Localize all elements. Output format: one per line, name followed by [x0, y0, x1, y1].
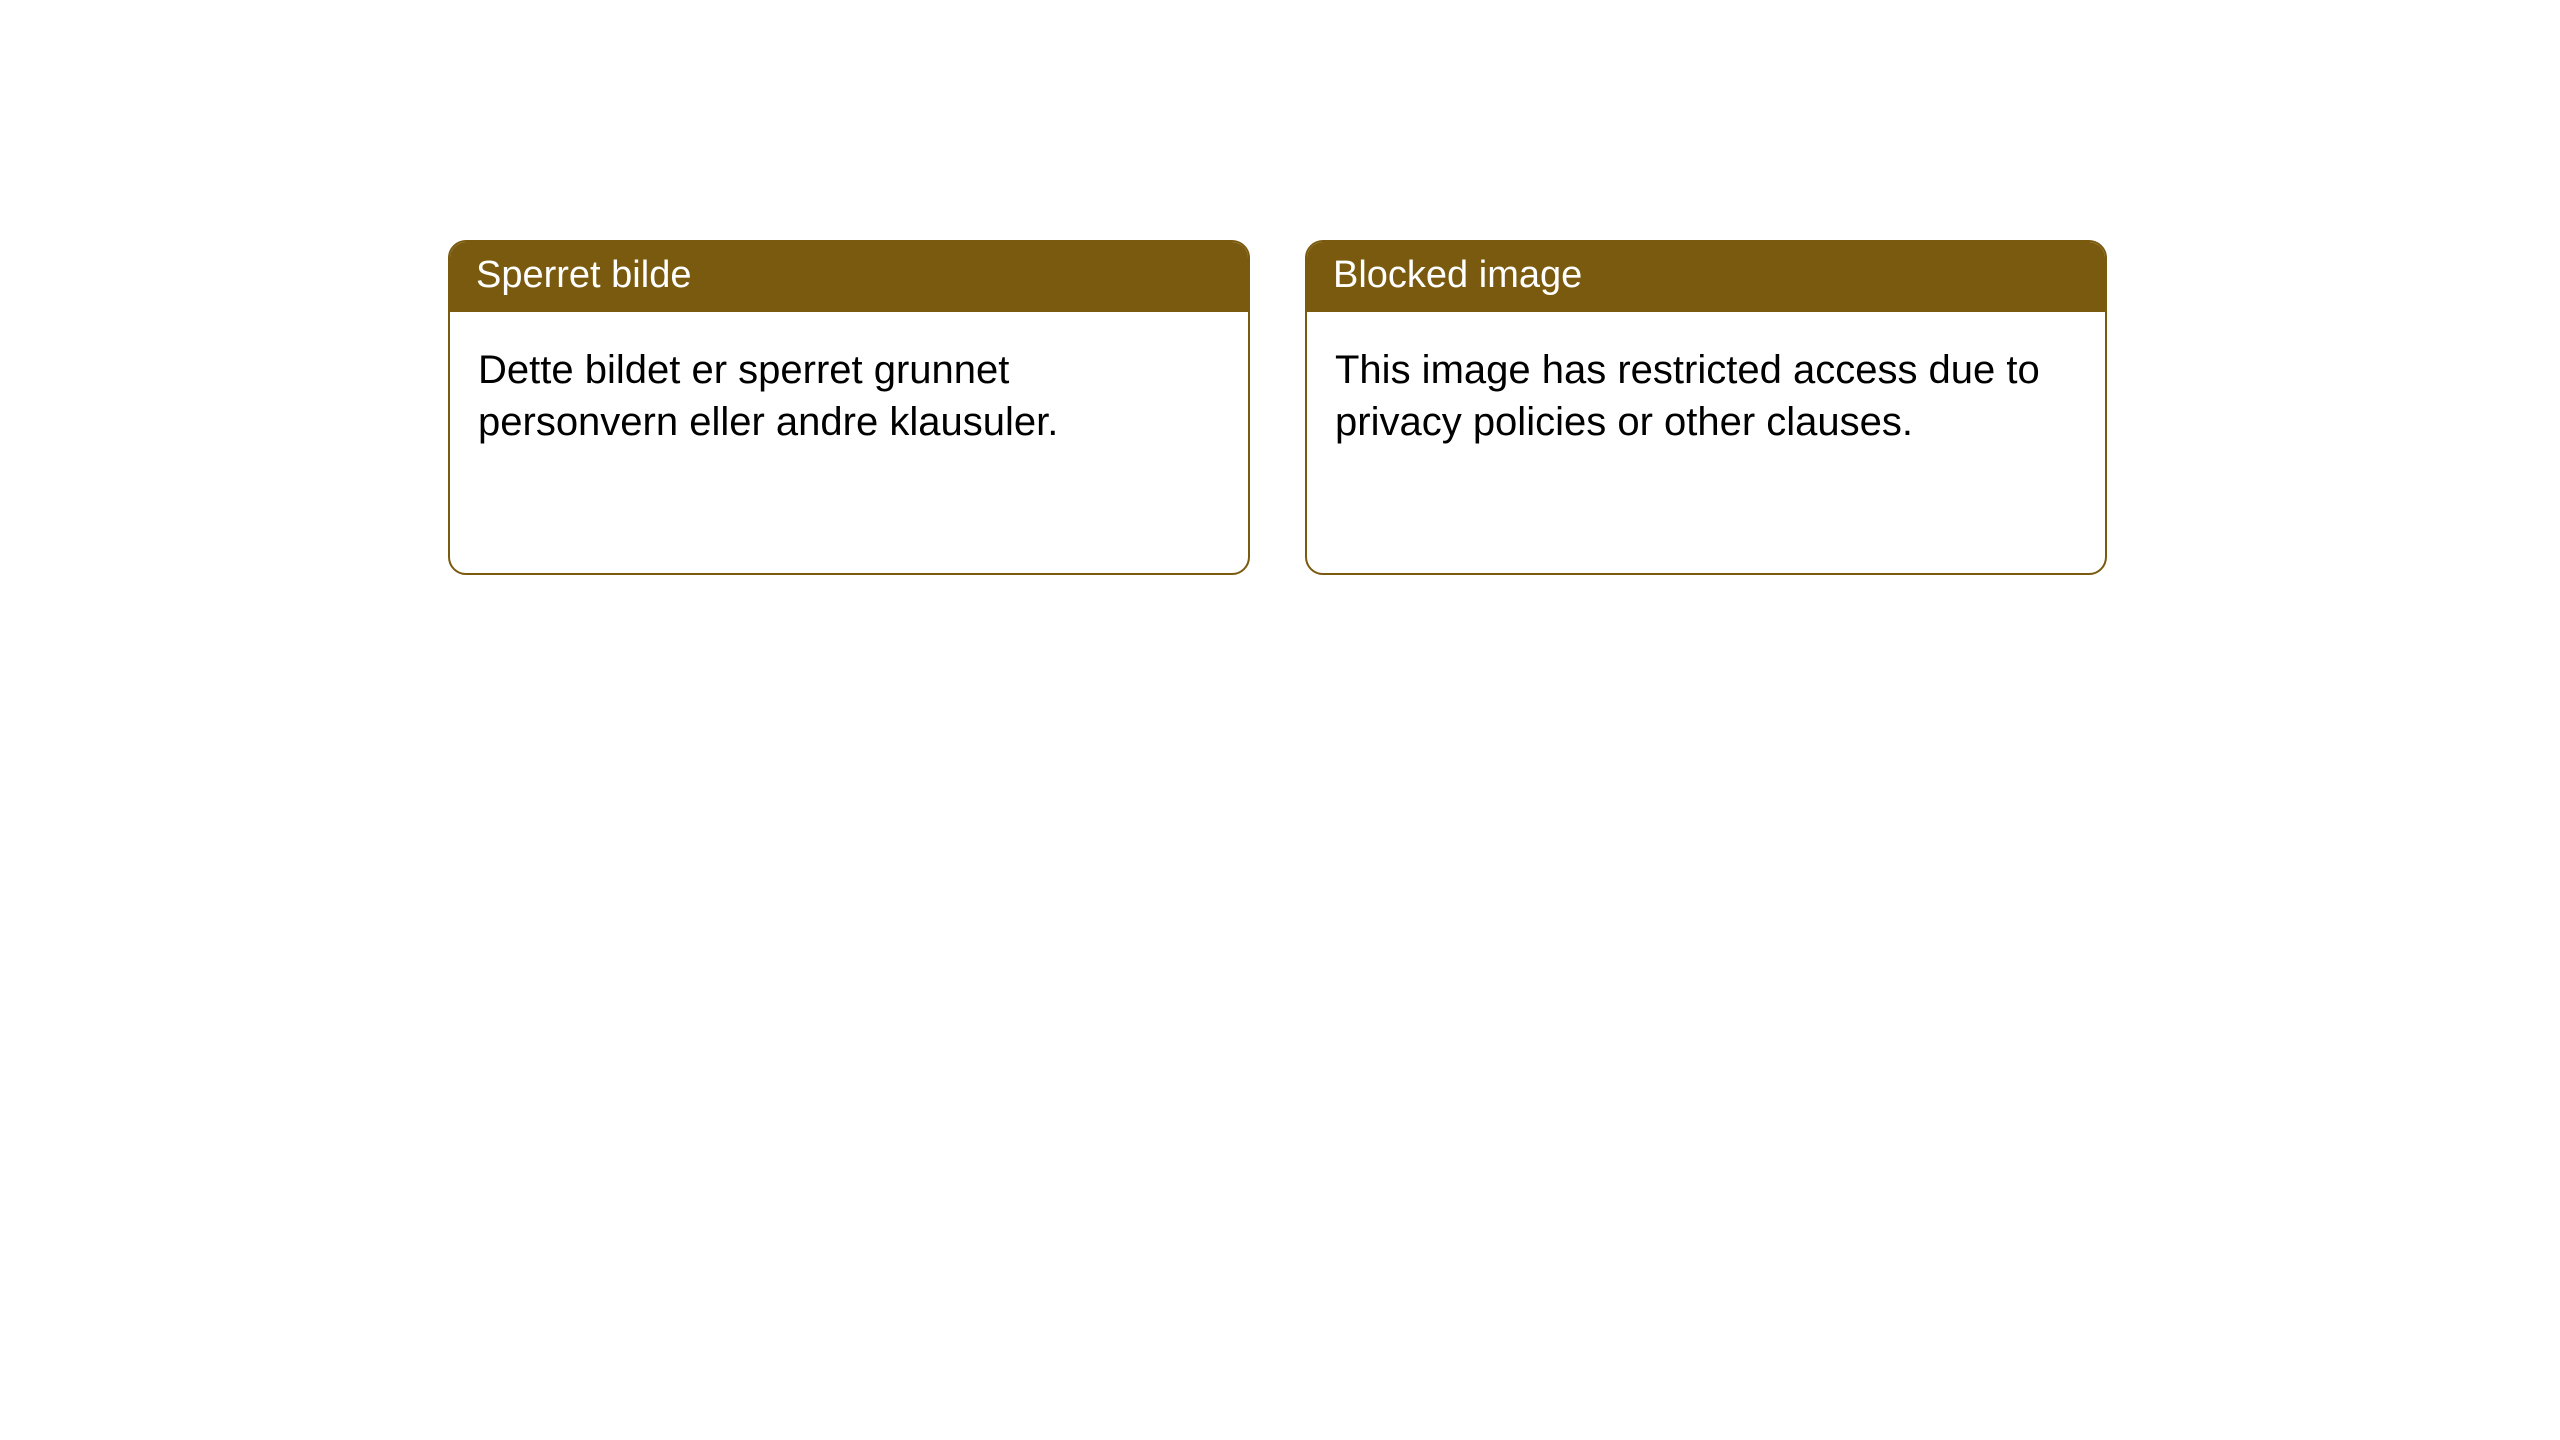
panel-container: Sperret bilde Dette bildet er sperret gr… — [0, 0, 2560, 575]
panel-body-en: This image has restricted access due to … — [1307, 312, 2105, 480]
panel-body-no: Dette bildet er sperret grunnet personve… — [450, 312, 1248, 480]
panel-title-en: Blocked image — [1307, 242, 2105, 312]
blocked-notice-panel-en: Blocked image This image has restricted … — [1305, 240, 2107, 575]
blocked-notice-panel-no: Sperret bilde Dette bildet er sperret gr… — [448, 240, 1250, 575]
panel-title-no: Sperret bilde — [450, 242, 1248, 312]
